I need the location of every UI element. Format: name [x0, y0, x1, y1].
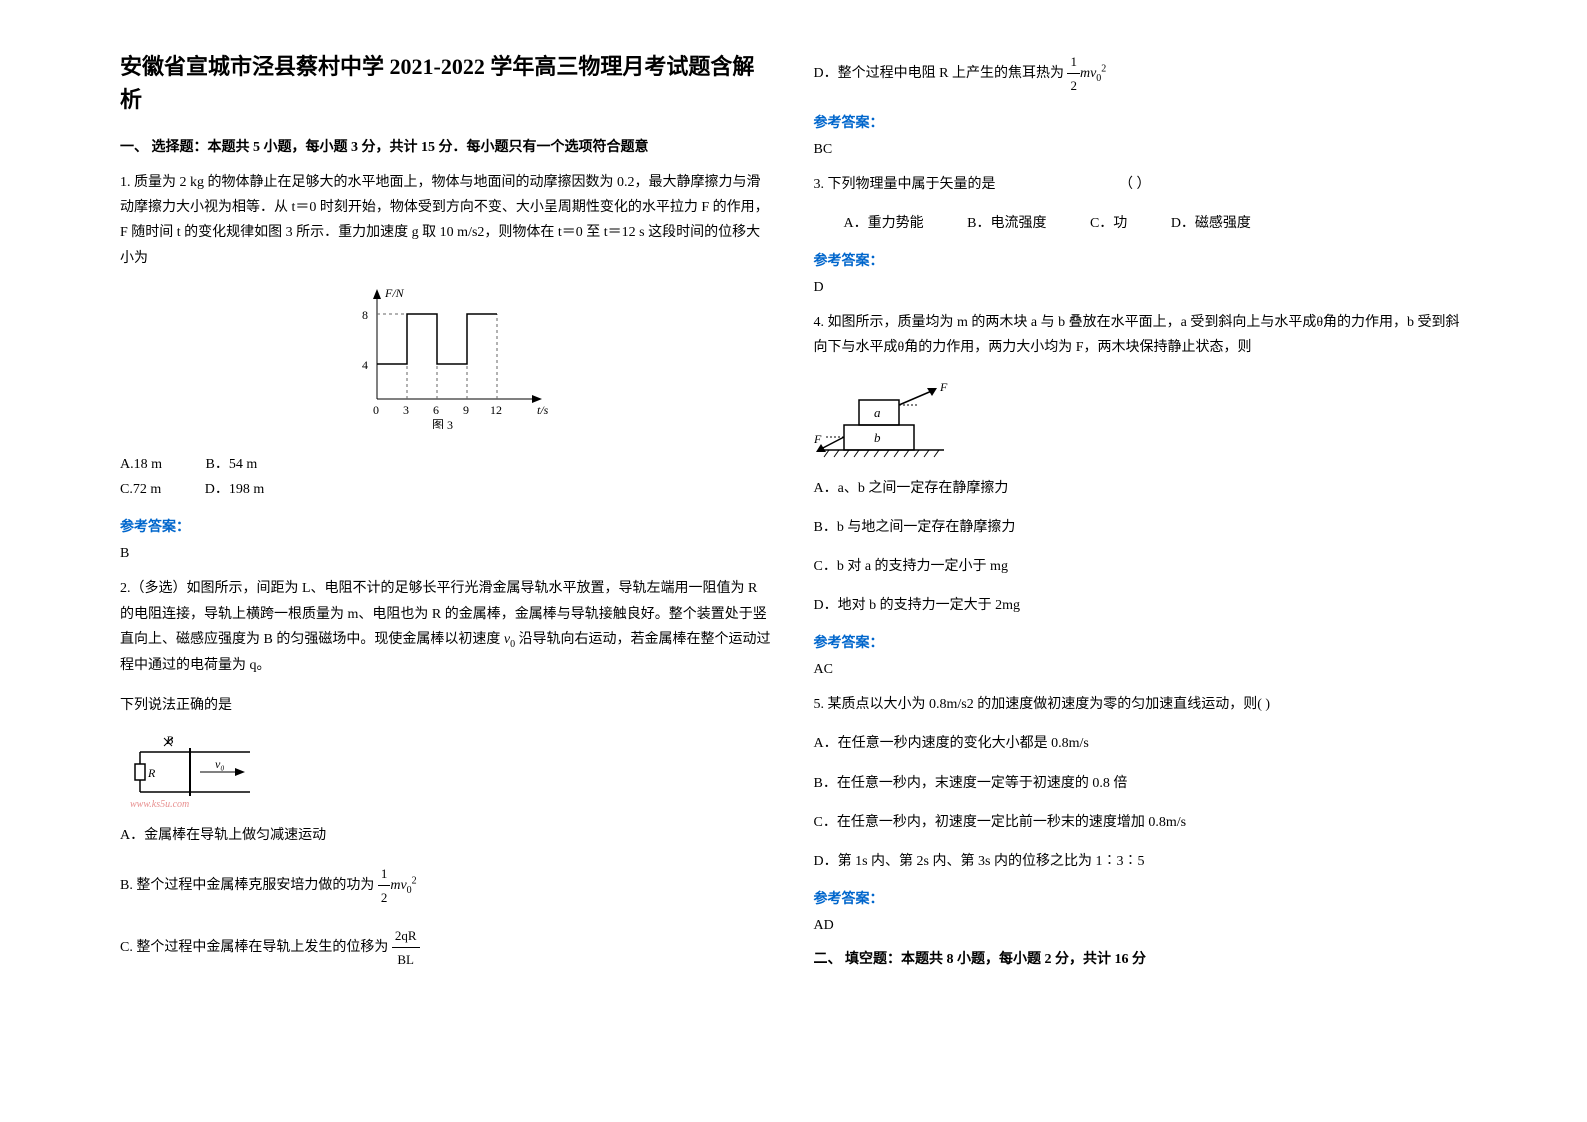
- svg-text:F/N: F/N: [384, 286, 405, 300]
- svg-text:t/s: t/s: [537, 403, 549, 417]
- svg-text:b: b: [874, 430, 881, 445]
- q5-answer: AD: [814, 918, 1468, 934]
- q3-answer-label: 参考答案：: [814, 250, 1468, 270]
- q1-options: A.18 m B．54 m C.72 m D．198 m: [120, 452, 774, 502]
- q4-blocks-svg: b a F F: [814, 375, 974, 465]
- svg-text:3: 3: [403, 403, 409, 417]
- left-column: 安徽省宣城市泾县蔡村中学 2021-2022 学年高三物理月考试题含解析 一、 …: [100, 50, 794, 1072]
- q2-frac-half-b: 1 2: [378, 862, 391, 910]
- q1: 1. 质量为 2 kg 的物体静止在足够大的水平地面上，物体与地面间的动摩擦因数…: [120, 170, 774, 438]
- q5-stem: 5. 某质点以大小为 0.8m/s2 的加速度做初速度为零的匀加速直线运动，则(…: [814, 692, 1468, 717]
- q2-answer: BC: [814, 142, 1468, 158]
- right-column: D．整个过程中电阻 R 上产生的焦耳热为 1 2 mv02 参考答案： BC 3…: [794, 50, 1488, 1072]
- q1-opt-c: C.72 m: [120, 477, 161, 502]
- svg-text:8: 8: [362, 308, 368, 322]
- q3-opt-d: D．磁感强度: [1171, 211, 1251, 236]
- q3-stem: 3. 下列物理量中属于矢量的是: [814, 177, 996, 192]
- q2-circuit-figure: B R v₀ www.ks5u.com: [120, 732, 774, 817]
- q4-answer-label: 参考答案：: [814, 632, 1468, 652]
- q1-stem: 1. 质量为 2 kg 的物体静止在足够大的水平地面上，物体与地面间的动摩擦因数…: [120, 175, 769, 266]
- svg-text:6: 6: [433, 403, 439, 417]
- q1-answer: B: [120, 546, 774, 562]
- section1-heading: 一、 选择题：本题共 5 小题，每小题 3 分，共计 15 分．每小题只有一个选…: [120, 136, 774, 156]
- q2-opt-a: A．金属棒在导轨上做匀减速运动: [120, 823, 774, 848]
- svg-text:12: 12: [490, 403, 502, 417]
- q4-answer: AC: [814, 662, 1468, 678]
- q2-optb-pre: B. 整个过程中金属棒克服安培力做的功为: [120, 878, 374, 893]
- q4-opt-b: B．b 与地之间一定存在静摩擦力: [814, 515, 1468, 540]
- svg-text:9: 9: [463, 403, 469, 417]
- q3-answer: D: [814, 280, 1468, 296]
- q2-opt-d: D．整个过程中电阻 R 上产生的焦耳热为 1 2 mv02: [814, 50, 1468, 98]
- q2-frac-half-d: 1 2: [1067, 50, 1080, 98]
- q2-optc-pre: C. 整个过程中金属棒在导轨上发生的位移为: [120, 940, 388, 955]
- q4-opt-a: A．a、b 之间一定存在静摩擦力: [814, 476, 1468, 501]
- q3-opt-a: A．重力势能: [844, 211, 924, 236]
- q4-stem: 4. 如图所示，质量均为 m 的两木块 a 与 b 叠放在水平面上，a 受到斜向…: [814, 310, 1468, 360]
- svg-text:图 3: 图 3: [432, 418, 453, 429]
- q2: 2.（多选）如图所示，间距为 L、电阻不计的足够长平行光滑金属导轨水平放置，导轨…: [120, 576, 774, 678]
- q5-answer-label: 参考答案：: [814, 888, 1468, 908]
- q1-graph-svg: F/N t/s 4 8 0 3 6 9 12 图 3: [337, 279, 557, 429]
- svg-text:v₀: v₀: [215, 757, 225, 771]
- q1-opt-d: D．198 m: [205, 477, 265, 502]
- q3-opt-b: B．电流强度: [967, 211, 1046, 236]
- q1-opt-a: A.18 m: [120, 452, 162, 477]
- q2-stem2: 下列说法正确的是: [120, 693, 774, 718]
- svg-text:F: F: [814, 432, 822, 446]
- q1-figure: F/N t/s 4 8 0 3 6 9 12 图 3: [120, 279, 774, 438]
- q2-answer-label: 参考答案：: [814, 112, 1468, 132]
- q1-opt-b: B．54 m: [206, 452, 258, 477]
- q2-v0: v0: [504, 632, 515, 647]
- q4-figure: b a F F: [814, 375, 1468, 470]
- q3-opt-c: C．功: [1090, 211, 1127, 236]
- q5-opt-a: A．在任意一秒内速度的变化大小都是 0.8m/s: [814, 731, 1468, 756]
- q2-circuit-svg: B R v₀ www.ks5u.com: [120, 732, 270, 812]
- q3-options: A．重力势能 B．电流强度 C．功 D．磁感强度: [814, 211, 1468, 236]
- q4-opt-c: C．b 对 a 的支持力一定小于 mg: [814, 554, 1468, 579]
- svg-text:R: R: [147, 766, 156, 780]
- q3-bracket: （ ）: [1119, 177, 1151, 192]
- exam-title: 安徽省宣城市泾县蔡村中学 2021-2022 学年高三物理月考试题含解析: [120, 50, 774, 116]
- svg-text:4: 4: [362, 358, 368, 372]
- section2-heading: 二、 填空题：本题共 8 小题，每小题 2 分，共计 16 分: [814, 948, 1468, 968]
- svg-text:www.ks5u.com: www.ks5u.com: [130, 799, 189, 810]
- q5-opt-b: B．在任意一秒内，末速度一定等于初速度的 0.8 倍: [814, 771, 1468, 796]
- q4-opt-d: D．地对 b 的支持力一定大于 2mg: [814, 593, 1468, 618]
- svg-text:a: a: [874, 405, 881, 420]
- q2-opt-b: B. 整个过程中金属棒克服安培力做的功为 1 2 mv02: [120, 862, 774, 910]
- q3: 3. 下列物理量中属于矢量的是 （ ）: [814, 172, 1468, 197]
- q1-answer-label: 参考答案：: [120, 516, 774, 536]
- q2-optd-pre: D．整个过程中电阻 R 上产生的焦耳热为: [814, 66, 1064, 81]
- svg-text:F: F: [939, 380, 948, 394]
- q5-opt-d: D．第 1s 内、第 2s 内、第 3s 内的位移之比为 1∶3∶5: [814, 849, 1468, 874]
- q2-frac-2qr-bl: 2qR BL: [392, 924, 420, 972]
- svg-text:0: 0: [373, 403, 379, 417]
- q2-opt-c: C. 整个过程中金属棒在导轨上发生的位移为 2qR BL: [120, 924, 774, 972]
- q5-opt-c: C．在任意一秒内，初速度一定比前一秒末的速度增加 0.8m/s: [814, 810, 1468, 835]
